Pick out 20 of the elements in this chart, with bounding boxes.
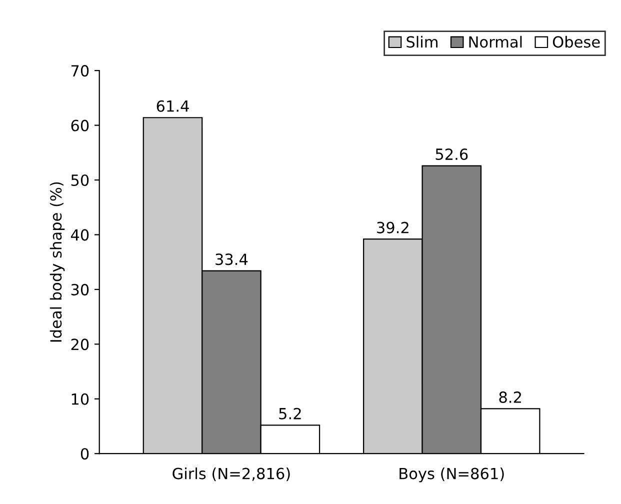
y-tick-label: 60 bbox=[71, 120, 89, 132]
data-label: 33.4 bbox=[216, 254, 248, 266]
legend-label: Obese bbox=[552, 36, 600, 48]
y-tick-label: 30 bbox=[71, 284, 89, 296]
y-tick-label: 40 bbox=[70, 229, 89, 241]
data-label: 61.4 bbox=[156, 100, 189, 112]
legend-label: Slim bbox=[406, 36, 438, 48]
data-label: 5.2 bbox=[279, 408, 301, 420]
data-label: 52.6 bbox=[436, 148, 468, 160]
legend-label: Normal bbox=[469, 36, 522, 48]
data-label: 8.2 bbox=[499, 391, 521, 403]
data-label: 39.2 bbox=[377, 222, 408, 234]
y-tick-label: 50 bbox=[71, 174, 89, 186]
y-tick-label: 70 bbox=[71, 65, 89, 77]
y-axis-title: Ideal body shape (%) bbox=[50, 182, 65, 342]
x-tick-label: Girls (N=2,816) bbox=[172, 467, 290, 482]
y-tick-label: 0 bbox=[80, 448, 89, 460]
y-tick-label: 20 bbox=[71, 338, 89, 350]
y-tick-label: 10 bbox=[72, 393, 89, 405]
x-tick-label: Boys (N=861) bbox=[400, 468, 504, 482]
